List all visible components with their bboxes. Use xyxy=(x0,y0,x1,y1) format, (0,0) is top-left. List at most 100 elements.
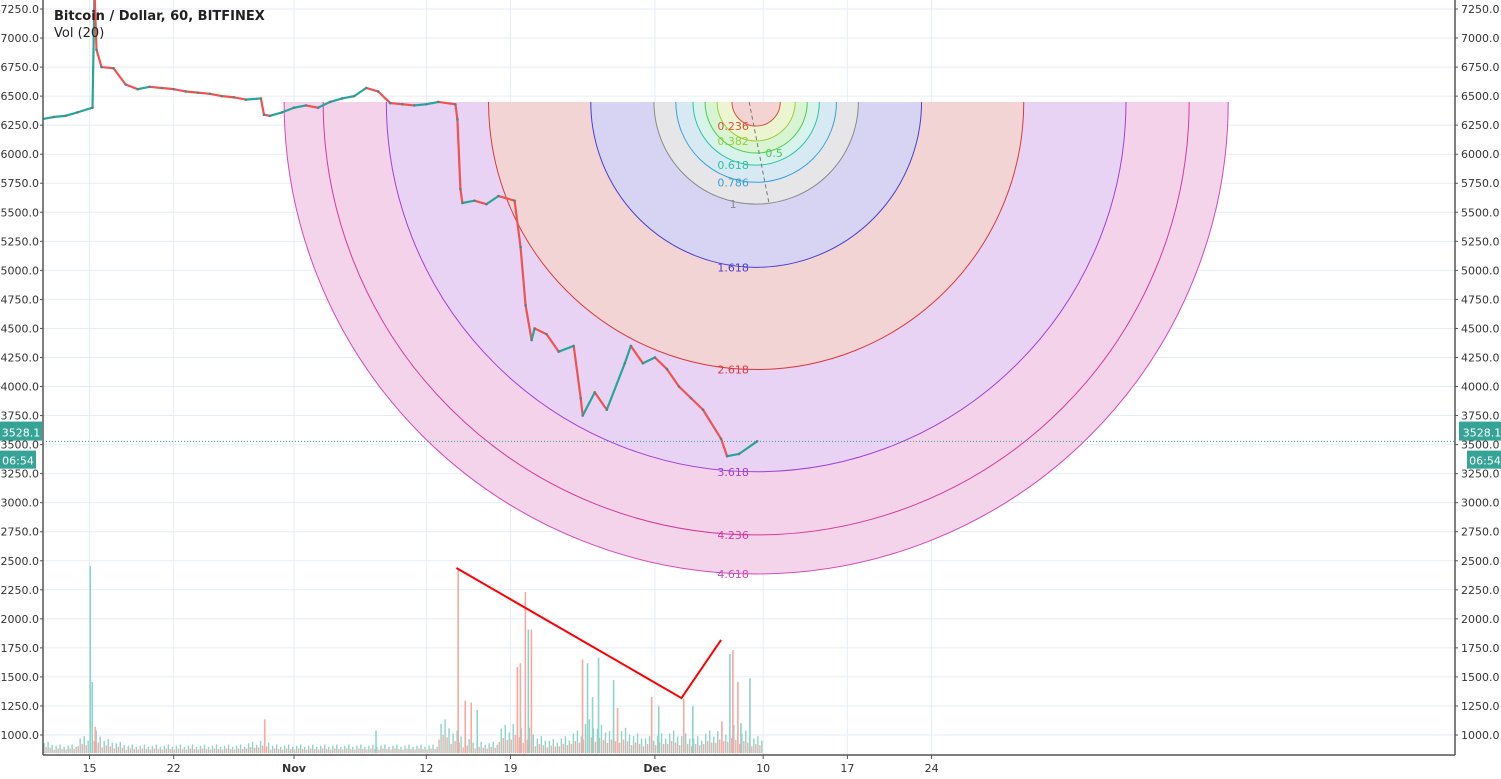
y-tick-label-right: 2500.0 xyxy=(1461,555,1500,568)
volume-bar xyxy=(334,748,336,753)
volume-bar xyxy=(436,746,438,753)
volume-bar xyxy=(558,746,561,753)
volume-bar xyxy=(360,744,362,753)
volume-bar xyxy=(442,735,444,753)
volume-bar xyxy=(512,723,514,753)
price-series xyxy=(43,0,759,458)
fib-circles[interactable] xyxy=(283,0,1229,575)
price-point xyxy=(76,111,79,114)
volume-bar xyxy=(432,744,434,753)
price-point xyxy=(437,100,440,104)
volume-bar xyxy=(79,738,81,753)
price-point xyxy=(579,396,583,400)
volume-bar xyxy=(285,748,288,753)
volume-bar xyxy=(594,741,597,753)
volume-bar xyxy=(275,744,278,753)
price-point xyxy=(485,202,488,206)
price-segment xyxy=(137,85,150,91)
price-segment xyxy=(579,398,584,416)
price-segment xyxy=(572,345,582,399)
volume-bar xyxy=(81,744,83,753)
price-point xyxy=(719,437,723,441)
price-point xyxy=(259,97,263,100)
y-tick-label-left: 1500.0 xyxy=(1,671,40,684)
volume-bar xyxy=(703,744,705,753)
volume-bar xyxy=(597,657,600,753)
trendline[interactable] xyxy=(455,567,722,700)
volume-bar xyxy=(428,745,430,753)
volume-bar xyxy=(638,743,641,753)
price-point xyxy=(623,361,627,365)
volume-bar xyxy=(87,740,89,753)
volume-bar xyxy=(243,746,246,753)
volume-bar xyxy=(596,728,599,753)
price-point xyxy=(533,327,536,330)
volume-bar xyxy=(159,746,162,753)
volume-bar xyxy=(181,749,184,753)
volume-bar xyxy=(143,744,146,753)
volume-bar xyxy=(320,745,322,753)
volume-bar xyxy=(457,569,460,753)
price-point xyxy=(184,90,188,93)
volume-bar xyxy=(213,748,216,753)
volume-bar xyxy=(751,746,753,753)
price-segment xyxy=(738,440,758,455)
volume-bar xyxy=(368,745,370,753)
volume-bar xyxy=(540,736,543,753)
volume-bar xyxy=(255,744,258,753)
volume-bar xyxy=(149,749,152,753)
y-tick-label-right: 7250.0 xyxy=(1461,3,1500,16)
volume-bar xyxy=(247,743,250,753)
y-tick-label-right: 5750.0 xyxy=(1461,177,1500,190)
price-segment xyxy=(593,391,608,411)
price-segment xyxy=(513,200,522,248)
volume-bar xyxy=(606,742,609,753)
volume-bar xyxy=(386,749,388,753)
volume-bar xyxy=(478,747,480,753)
volume-bar xyxy=(590,737,593,753)
volume-bar xyxy=(113,748,115,753)
y-tick-label-left: 5000.0 xyxy=(1,264,40,277)
volume-bar xyxy=(578,742,581,753)
y-tick-label-left: 4000.0 xyxy=(1,381,40,394)
volume-bar xyxy=(600,724,603,753)
fib-circle-0-236[interactable] xyxy=(731,78,781,127)
fib-radius-line[interactable] xyxy=(748,102,770,205)
countdown-right: 06:54 xyxy=(1469,455,1501,468)
price-segment xyxy=(305,104,319,109)
volume-bar xyxy=(496,744,498,753)
x-tick-label: 17 xyxy=(840,762,854,775)
volume-bar xyxy=(350,749,352,753)
volume-bar xyxy=(642,746,645,753)
volume-indicator-label[interactable]: Vol (20) xyxy=(54,26,105,41)
volume-bar xyxy=(514,735,516,753)
volume-bars xyxy=(35,566,763,753)
volume-bar xyxy=(281,749,284,753)
volume-bar xyxy=(690,746,693,753)
price-point xyxy=(653,356,657,359)
volume-bar xyxy=(757,736,759,753)
volume-bar xyxy=(454,741,456,753)
volume-bar xyxy=(348,744,350,753)
price-point xyxy=(292,106,296,110)
price-segment xyxy=(221,95,234,99)
volume-bar xyxy=(622,739,625,753)
price-point xyxy=(352,94,356,98)
volume-bar xyxy=(476,709,479,753)
y-tick-label-left: 2250.0 xyxy=(1,584,40,597)
volume-bar xyxy=(101,747,103,753)
volume-bar xyxy=(338,749,340,753)
volume-bar xyxy=(656,735,659,753)
trendlines[interactable] xyxy=(455,567,722,700)
price-point xyxy=(425,102,428,106)
price-segment xyxy=(456,119,462,190)
volume-bar xyxy=(35,742,36,753)
volume-bar xyxy=(660,733,663,753)
volume-bar xyxy=(556,742,559,753)
price-point xyxy=(641,361,645,365)
volume-bar xyxy=(691,706,694,753)
volume-bar xyxy=(516,666,519,753)
volume-bar xyxy=(356,745,358,753)
